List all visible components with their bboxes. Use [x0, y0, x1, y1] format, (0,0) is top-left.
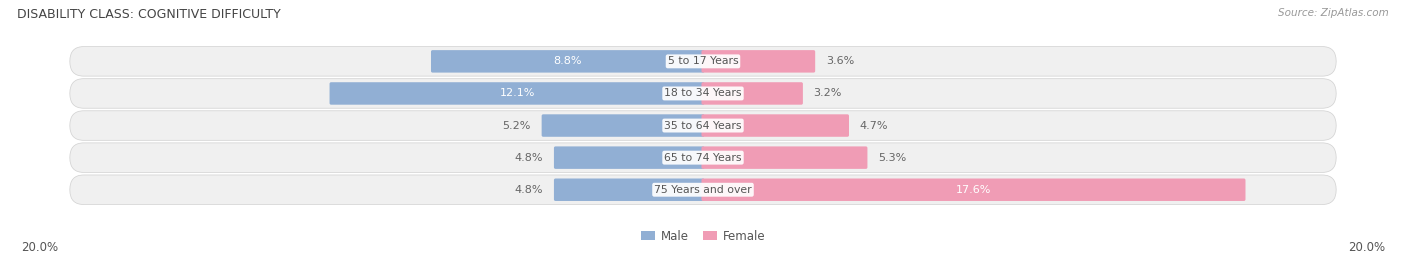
FancyBboxPatch shape [702, 82, 803, 105]
Text: 4.7%: 4.7% [859, 120, 889, 131]
FancyBboxPatch shape [70, 143, 1336, 173]
FancyBboxPatch shape [554, 178, 704, 201]
Text: 5.3%: 5.3% [879, 153, 907, 163]
Text: Source: ZipAtlas.com: Source: ZipAtlas.com [1278, 8, 1389, 18]
Text: 3.6%: 3.6% [825, 56, 855, 66]
FancyBboxPatch shape [432, 50, 704, 73]
Text: 4.8%: 4.8% [515, 153, 543, 163]
FancyBboxPatch shape [541, 114, 704, 137]
Text: 17.6%: 17.6% [956, 185, 991, 195]
FancyBboxPatch shape [702, 50, 815, 73]
Text: 20.0%: 20.0% [21, 241, 58, 254]
Text: 4.8%: 4.8% [515, 185, 543, 195]
Text: 20.0%: 20.0% [1348, 241, 1385, 254]
FancyBboxPatch shape [702, 178, 1246, 201]
Legend: Male, Female: Male, Female [636, 225, 770, 247]
FancyBboxPatch shape [329, 82, 704, 105]
FancyBboxPatch shape [554, 146, 704, 169]
Text: 8.8%: 8.8% [554, 56, 582, 66]
FancyBboxPatch shape [70, 111, 1336, 140]
FancyBboxPatch shape [70, 79, 1336, 108]
FancyBboxPatch shape [702, 114, 849, 137]
FancyBboxPatch shape [702, 146, 868, 169]
Text: 35 to 64 Years: 35 to 64 Years [664, 120, 742, 131]
Text: 5.2%: 5.2% [502, 120, 531, 131]
Text: 5 to 17 Years: 5 to 17 Years [668, 56, 738, 66]
Text: 12.1%: 12.1% [499, 89, 534, 99]
FancyBboxPatch shape [70, 175, 1336, 204]
Text: 65 to 74 Years: 65 to 74 Years [664, 153, 742, 163]
Text: 18 to 34 Years: 18 to 34 Years [664, 89, 742, 99]
Text: 75 Years and over: 75 Years and over [654, 185, 752, 195]
Text: DISABILITY CLASS: COGNITIVE DIFFICULTY: DISABILITY CLASS: COGNITIVE DIFFICULTY [17, 8, 281, 21]
Text: 3.2%: 3.2% [814, 89, 842, 99]
FancyBboxPatch shape [70, 47, 1336, 76]
